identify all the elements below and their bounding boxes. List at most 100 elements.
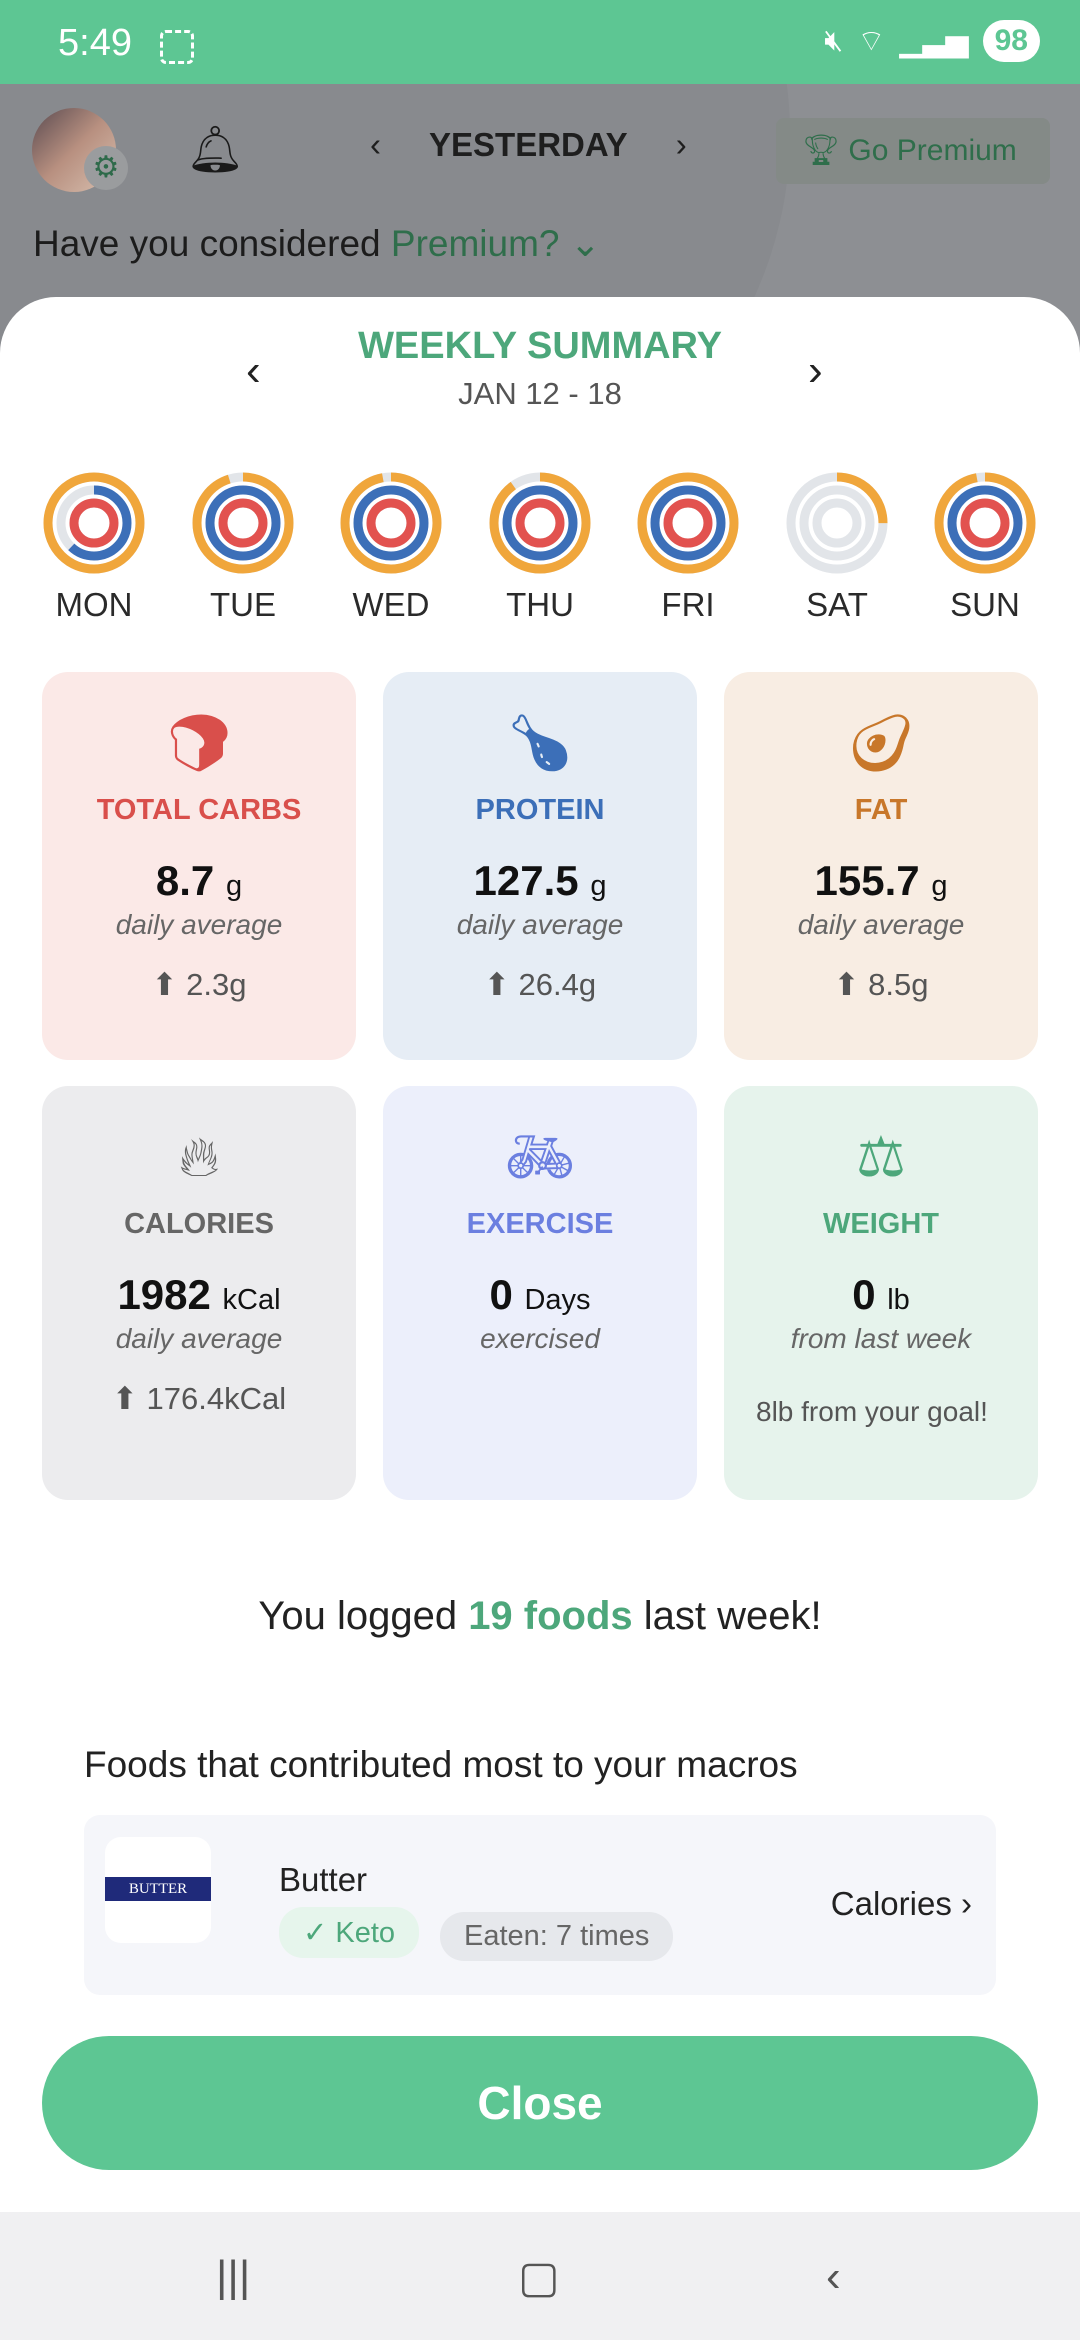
food-name: Butter <box>279 1861 368 1898</box>
food-list-item[interactable]: BUTTER Butter ✓ Keto Eaten: 7 times Calo… <box>84 1815 996 1995</box>
stat-card-calories[interactable]: 🔥︎ CALORIES 1982 kCal daily average ⬆ 176… <box>42 1086 356 1500</box>
card-change: ⬆ 2.3g <box>151 967 247 1002</box>
protein-ring-track <box>799 485 875 561</box>
card-label: CALORIES <box>124 1208 274 1240</box>
back-icon[interactable]: ‹ <box>826 2252 841 2301</box>
card-value: 0 lb <box>852 1271 910 1318</box>
day-label: SUN <box>950 586 1020 623</box>
carbs-ring-progress <box>218 498 268 548</box>
premium-prompt[interactable]: Have you considered Premium? ⌄ <box>33 223 601 264</box>
date-navigator: ‹ YESTERDAY › <box>370 126 687 164</box>
arrow-up-icon: ⬆ <box>833 967 869 1002</box>
stat-card-protein[interactable]: 🍗︎ PROTEIN 127.5 g daily average ⬆ 26.4g <box>383 672 697 1060</box>
carbs-ring-progress <box>663 498 713 548</box>
bread-icon: 🍞︎ <box>163 711 235 774</box>
card-subtitle: daily average <box>115 909 283 940</box>
fat-ring-progress <box>43 472 145 574</box>
card-label: WEIGHT <box>823 1208 939 1240</box>
card-value: 127.5 g <box>473 857 607 904</box>
settings-gear-icon[interactable]: ⚙ <box>84 146 128 190</box>
drumstick-icon: 🍗︎ <box>504 711 576 774</box>
day-label: FRI <box>661 586 715 623</box>
fat-ring-progress <box>934 472 1036 574</box>
card-label: FAT <box>854 794 908 826</box>
card-label: PROTEIN <box>475 794 605 826</box>
day-ring-thu[interactable] <box>489 472 591 574</box>
avocado-icon: 🥑︎ <box>845 711 917 774</box>
card-change: ⬆ 26.4g <box>483 967 597 1002</box>
battery-indicator: 98 <box>982 20 1040 62</box>
card-value: 0 Days <box>489 1271 591 1318</box>
day-ring-sun[interactable] <box>934 472 1036 574</box>
day-ring-mon[interactable] <box>43 472 145 574</box>
food-metric[interactable]: Calories › <box>830 1885 972 1922</box>
day-ring-tue[interactable] <box>192 472 294 574</box>
protein-ring-progress <box>502 485 578 561</box>
system-nav-bar: ||| ▢ ‹ <box>0 2212 1080 2340</box>
carbs-ring-progress <box>69 498 119 548</box>
card-subtitle: daily average <box>456 909 624 940</box>
check-icon: ✓ <box>303 1917 336 1949</box>
chevron-right-icon: › <box>951 1885 972 1922</box>
day-label: THU <box>506 586 574 623</box>
fat-ring-progress <box>192 472 294 574</box>
bicycle-icon: 🚲︎ <box>504 1125 576 1188</box>
day-ring-fri[interactable] <box>637 472 739 574</box>
card-value: 155.7 g <box>814 857 948 904</box>
next-week-chevron-icon[interactable]: › <box>808 346 823 395</box>
clock: 5:49 <box>58 22 132 64</box>
card-subtitle: daily average <box>115 1323 283 1354</box>
protein-ring-progress <box>205 485 281 561</box>
scale-icon: ⚖ <box>855 1125 907 1188</box>
day-ring-wed[interactable] <box>340 472 442 574</box>
date-label: YESTERDAY <box>429 126 628 163</box>
bell-icon[interactable]: 🔔︎ <box>186 123 245 175</box>
prev-day-chevron-icon[interactable]: ‹ <box>370 126 381 163</box>
arrow-up-icon: ⬆ <box>483 967 519 1002</box>
card-value: 1982 kCal <box>117 1271 281 1318</box>
stat-card-fat[interactable]: 🥑︎ FAT 155.7 g daily average ⬆ 8.5g <box>724 672 1038 1060</box>
go-premium-button[interactable]: 🏆︎ Go Premium <box>776 118 1050 184</box>
eaten-count-badge: Eaten: 7 times <box>440 1912 674 1961</box>
stat-card-total-carbs[interactable]: 🍞︎ TOTAL CARBS 8.7 g daily average ⬆ 2.3g <box>42 672 356 1060</box>
arrow-up-icon: ⬆ <box>151 967 187 1002</box>
card-subtitle: exercised <box>480 1323 600 1354</box>
contributors-heading: Foods that contributed most to your macr… <box>84 1744 798 1785</box>
wifi-icon: ⌔ <box>857 25 886 58</box>
card-subtitle: from last week <box>790 1323 972 1354</box>
arrow-up-icon: ⬆ <box>111 1381 147 1416</box>
food-image: BUTTER <box>105 1837 211 1943</box>
stat-card-exercise[interactable]: 🚲︎ EXERCISE 0 Days exercised <box>383 1086 697 1500</box>
next-day-chevron-icon[interactable]: › <box>675 126 687 163</box>
signal-icon: ▁▃▅ <box>899 24 969 58</box>
protein-ring-progress <box>947 485 1023 561</box>
summary-title: WEEKLY SUMMARY <box>358 325 722 367</box>
card-value: 8.7 g <box>155 857 243 904</box>
card-change: ⬆ 176.4kCal <box>111 1381 287 1416</box>
chevron-down-icon: ⌄ <box>559 223 601 264</box>
keto-badge: ✓ Keto <box>279 1907 420 1958</box>
card-label: TOTAL CARBS <box>96 794 302 826</box>
protein-ring-progress <box>353 485 429 561</box>
carbs-ring-track <box>812 498 862 548</box>
status-bar: 5:49 🔇︎ ⌔ ▁▃▅ 98 <box>0 0 1080 84</box>
daily-macro-rings <box>43 472 1036 574</box>
day-ring-sat[interactable] <box>786 472 888 574</box>
fat-ring-progress <box>489 472 591 574</box>
foods-logged-summary: You logged 19 foods last week! <box>258 1594 822 1638</box>
card-change: ⬆ 8.5g <box>833 967 929 1002</box>
card-label: EXERCISE <box>466 1208 614 1240</box>
recents-icon[interactable]: ||| <box>216 2252 251 2301</box>
carbs-ring-progress <box>366 498 416 548</box>
protein-ring-progress <box>56 485 132 561</box>
stat-card-weight[interactable]: ⚖ WEIGHT 0 lb from last week 8lb from you… <box>724 1086 1038 1500</box>
carbs-ring-progress <box>515 498 565 548</box>
trophy-icon: 🏆︎ <box>802 134 849 167</box>
prev-week-chevron-icon[interactable]: ‹ <box>246 346 261 395</box>
fat-ring-progress <box>786 472 888 574</box>
close-button[interactable]: Close <box>42 2036 1038 2170</box>
fat-ring-progress <box>637 472 739 574</box>
protein-ring-progress <box>650 485 726 561</box>
mute-icon: 🔇︎ <box>824 24 844 57</box>
home-icon[interactable]: ▢ <box>518 2253 560 2302</box>
